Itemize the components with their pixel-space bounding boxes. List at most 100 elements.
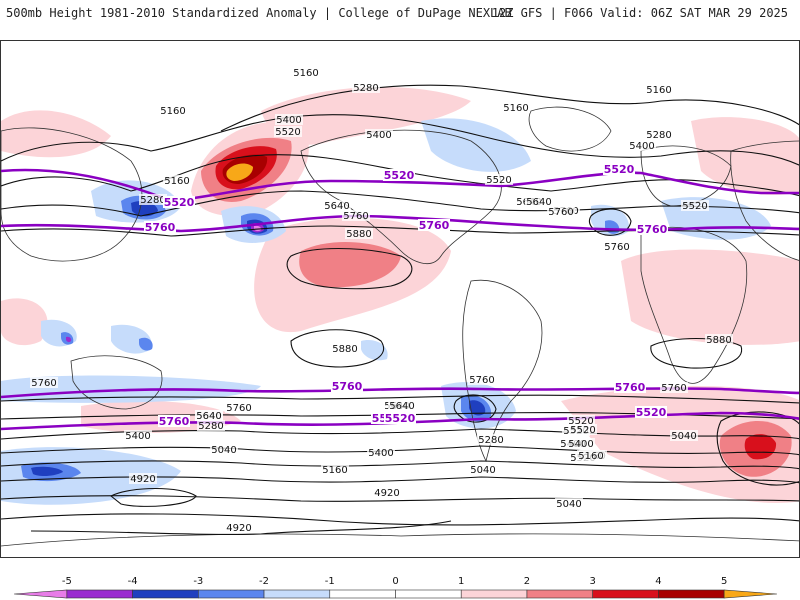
colorbar-tick-label: -2 bbox=[259, 576, 269, 587]
contour-label: 5280 bbox=[140, 195, 165, 206]
contour-label-bg bbox=[30, 377, 58, 388]
colorbar-tick-label: 5 bbox=[721, 576, 727, 587]
contour-label-bg bbox=[645, 129, 673, 140]
contour-line bbox=[290, 329, 384, 368]
neg-anomaly-region bbox=[469, 400, 486, 416]
colorbar-tick-label: -1 bbox=[325, 576, 335, 587]
contour-line bbox=[716, 411, 799, 486]
coast-europe bbox=[640, 145, 732, 207]
contour-label-bg bbox=[525, 196, 553, 207]
contour-line bbox=[588, 208, 632, 236]
purple-contour-label: 5760 bbox=[419, 219, 450, 232]
pos-anomaly-region bbox=[561, 386, 799, 503]
contour-label-bg bbox=[163, 175, 191, 186]
purple-contour-label: 5760 bbox=[332, 380, 363, 393]
contour-label-bg bbox=[567, 438, 595, 449]
colorbar-bin bbox=[132, 589, 199, 599]
contour-label-bg bbox=[139, 194, 167, 205]
purple-label-bg bbox=[158, 415, 190, 427]
coast-africa bbox=[640, 226, 748, 384]
contour-label-bg bbox=[547, 206, 575, 217]
contour-label: 5760 bbox=[548, 207, 573, 218]
contour-label-bg bbox=[555, 498, 583, 509]
contour-label: 5400 bbox=[568, 439, 593, 450]
colorbar-tick-label: 4 bbox=[655, 576, 661, 587]
pos-anomaly-region bbox=[299, 241, 401, 288]
colorbar-bin bbox=[329, 589, 396, 599]
contour-label-bg bbox=[603, 241, 631, 252]
contour-line bbox=[1, 445, 799, 456]
contour-label-bg bbox=[352, 82, 380, 93]
purple-label-bg bbox=[144, 221, 176, 233]
map-title: 500mb Height 1981-2010 Standardized Anom… bbox=[6, 6, 512, 20]
contour-label: 5520 bbox=[486, 175, 511, 186]
contour-label-bg bbox=[129, 473, 157, 484]
map-frame: 5160 5280 5160 5160 5160 5400 5520 5400 5280 5400… bbox=[0, 40, 800, 558]
contour-label-bg bbox=[477, 434, 505, 445]
contour-label: 5520 bbox=[275, 127, 300, 138]
contour-label: 5400 bbox=[368, 448, 393, 459]
pos-anomaly-region bbox=[1, 298, 48, 346]
contour-line bbox=[286, 248, 413, 290]
contour-label-bg bbox=[468, 374, 496, 385]
contour-label: 4920 bbox=[226, 523, 251, 534]
purple-contour-5760-south bbox=[1, 387, 799, 399]
contour-line bbox=[1, 114, 799, 166]
contour-label: 5160 bbox=[322, 465, 347, 476]
contour-label: 5400 bbox=[629, 141, 654, 152]
contour-line bbox=[1, 513, 799, 526]
coast-antarctica bbox=[1, 533, 799, 547]
contour-label-bg bbox=[124, 430, 152, 441]
pos-anomaly-region bbox=[621, 249, 799, 345]
purple-label-bg bbox=[384, 412, 416, 424]
contour-line bbox=[1, 394, 799, 404]
contour-label-bg bbox=[210, 444, 238, 455]
neg-anomaly-region bbox=[31, 466, 63, 477]
coast-south-america bbox=[462, 279, 543, 463]
colorbar-bin bbox=[66, 589, 133, 599]
run-info: 12Z GFS | F066 Valid: 06Z SAT MAR 29 202… bbox=[491, 6, 788, 20]
contour-label-bg bbox=[342, 210, 370, 221]
colorbar-bin bbox=[658, 589, 725, 599]
colorbar-tick-label: 2 bbox=[524, 576, 530, 587]
contour-label: 5280 bbox=[353, 83, 378, 94]
colorbar-tick-label: -5 bbox=[62, 576, 72, 587]
contour-label: 5760 bbox=[469, 375, 494, 386]
colorbar-bin bbox=[198, 589, 265, 599]
contour-label: 5400 bbox=[276, 115, 301, 126]
contour-label-bg bbox=[645, 84, 673, 95]
contour-label-bg bbox=[225, 402, 253, 413]
contour-label-bg bbox=[225, 522, 253, 533]
contour-label: 5400 bbox=[366, 130, 391, 141]
contour-label-bg bbox=[567, 415, 595, 426]
colorbar-bin bbox=[13, 589, 68, 599]
contour-label: 5640 bbox=[196, 411, 221, 422]
colorbar-tick-label: -3 bbox=[193, 576, 203, 587]
contour-label-bg bbox=[321, 464, 349, 475]
contour-label: 5520 bbox=[568, 416, 593, 427]
colorbar-bin bbox=[723, 589, 778, 599]
contour-label: 5520 bbox=[682, 201, 707, 212]
contour-label: 5160 bbox=[293, 68, 318, 79]
contour-label: 5160 bbox=[646, 85, 671, 96]
contour-label-bg bbox=[502, 102, 530, 113]
contour-label-bg bbox=[670, 430, 698, 441]
purple-label-bg bbox=[163, 196, 195, 208]
contour-label-bg bbox=[367, 447, 395, 458]
purple-label-bg bbox=[614, 381, 646, 393]
contour-label: 5160 bbox=[160, 106, 185, 117]
contour-label: 5280 bbox=[646, 130, 671, 141]
purple-label-bg bbox=[635, 406, 667, 418]
contour-label: 5040 bbox=[211, 445, 236, 456]
contour-label: 5040 bbox=[470, 465, 495, 476]
contour-line bbox=[650, 337, 743, 369]
colorbar-tick-label: 0 bbox=[392, 576, 398, 587]
contour-label-bg bbox=[485, 174, 513, 185]
contour-label-bg bbox=[197, 420, 225, 431]
pos-anomaly-region bbox=[744, 434, 777, 460]
height-contours bbox=[1, 84, 799, 536]
contour-label-bg bbox=[275, 114, 303, 125]
contour-label-bg bbox=[705, 334, 733, 345]
purple-contour-label: 5760 bbox=[615, 381, 646, 394]
